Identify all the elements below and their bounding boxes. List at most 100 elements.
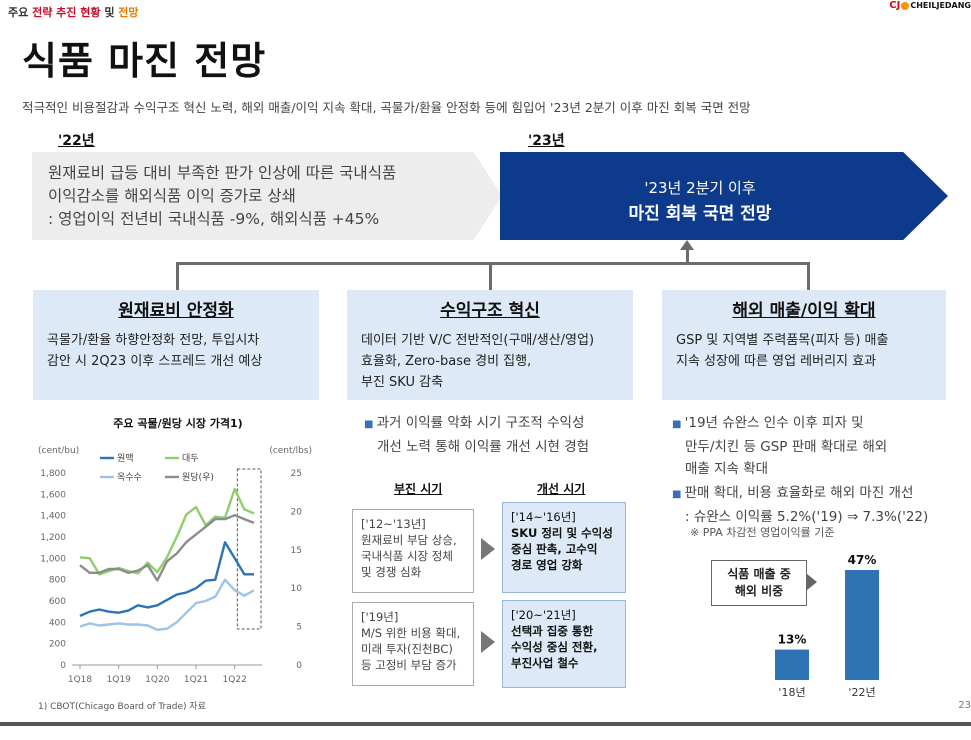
box-line: 부진사업 철수 — [511, 656, 579, 670]
box-line: 등 고정비 부담 증가 — [361, 658, 457, 672]
y-left-tick-label: 1,800 — [40, 469, 66, 479]
bullet-text: 과거 이익률 악화 시기 구조적 수익성 — [376, 415, 585, 431]
y-left-tick-label: 1,200 — [40, 533, 66, 543]
breadcrumb: 주요 전략 추진 현황 및 전망 — [8, 4, 139, 20]
y-left-tick-label: 0 — [60, 661, 66, 671]
panel-text: GSP 및 지역별 주력품목(피자 등) 매출 — [676, 333, 889, 348]
box-line: ['12~'13년] — [361, 517, 426, 531]
series-line — [79, 487, 255, 576]
bullet-square-icon: ■ — [672, 419, 685, 430]
callout-pointer-icon — [807, 574, 817, 590]
slump-period-box: ['19년] M/S 위한 비용 확대, 미래 투자(진천BC) 등 고정비 부… — [352, 602, 474, 686]
box-line: M/S 위한 비용 확대, — [361, 626, 461, 640]
box-line: 수익성 중심 전환, — [511, 640, 598, 654]
arrow-right-icon — [481, 538, 495, 560]
bar-category-label: '18년 — [778, 686, 805, 699]
y-right-tick-label: 20 — [291, 507, 303, 517]
summary-2022-line: 원재료비 급등 대비 부족한 판가 인상에 따른 국내식품 — [48, 164, 397, 182]
page-number: 23 — [958, 700, 971, 711]
bullet-text: : 슈완스 이익률 5.2%('19) ⇒ 7.3%('22) — [685, 509, 929, 525]
bullet-schwans: ■ '19년 슈완스 인수 이후 피자 및 만두/치킨 등 GSP 판매 확대로… — [672, 412, 887, 480]
box-line: ['14~'16년] — [511, 510, 576, 524]
breadcrumb-part: 전략 추진 현황 — [32, 6, 101, 19]
y-right-tick-label: 0 — [296, 661, 302, 671]
summary-2022-line: 이익감소를 해외식품 이익 증가로 상쇄 — [48, 187, 296, 205]
bullet-margin: ■ 판매 확대, 비용 효율화로 해외 마진 개선 : 슈완스 이익률 5.2%… — [672, 482, 928, 528]
company-logo: CJ CHEILJEDANG — [889, 0, 971, 11]
y-left-tick-label: 1,400 — [40, 512, 66, 522]
y-left-tick-label: 400 — [49, 618, 66, 628]
box-line: 원재료비 부담 상승, — [361, 533, 457, 547]
x-tick-label: 1Q19 — [107, 675, 132, 685]
callout-line: 해외 비중 — [734, 584, 784, 598]
x-tick-label: 1Q20 — [145, 675, 170, 685]
connector-up — [686, 248, 689, 264]
overseas-share-bar-chart: 13% '18년 47% '22년 — [775, 553, 879, 699]
connector-right — [807, 262, 810, 290]
breadcrumb-part: 주요 — [8, 6, 29, 19]
series-line — [79, 514, 255, 582]
panel-text: 데이터 기반 V/C 전반적인(구매/생산/영업) — [361, 333, 595, 348]
right-axis-unit: (cent/lbs) — [269, 446, 312, 456]
panel-raw-material: 원재료비 안정화 곡물가/환율 하향안정화 전망, 투입시차 감안 시 2Q23… — [33, 290, 319, 400]
y-right-tick-label: 5 — [296, 623, 302, 633]
bar-value-label: 13% — [778, 633, 807, 647]
box-line: 중심 판촉, 고수익 — [511, 542, 598, 556]
commodity-price-chart: 주요 곡물/원당 시장 가격1) (cent/bu) (cent/lbs) 0 20 0 4… — [38, 416, 312, 685]
chart-title: 주요 곡물/원당 시장 가격1) — [113, 416, 242, 430]
panel-text: 효율화, Zero-base 경비 집행, — [361, 354, 532, 369]
year-label-2022: '22년 — [58, 133, 95, 149]
y-left-tick-label: 800 — [49, 576, 66, 586]
page-subtitle: 적극적인 비용절감과 수익구조 혁신 노력, 해외 매출/이익 지속 확대, 곡… — [22, 100, 751, 115]
bar-category-label: '22년 — [848, 686, 875, 699]
box-line: 국내식품 시장 정체 — [361, 549, 453, 563]
note-ppa: ※ PPA 차감전 영업이익률 기준 — [690, 526, 835, 539]
panel-text: 곡물가/환율 하향안정화 전망, 투입시차 — [47, 333, 260, 348]
y-left-tick-label: 1,000 — [40, 554, 66, 564]
bullet-text: 만두/치킨 등 GSP 판매 확대로 해외 — [685, 439, 888, 455]
bar — [775, 649, 809, 680]
outlook-2023-line2: 마진 회복 국면 전망 — [628, 204, 772, 224]
y-left-tick-label: 1,600 — [40, 490, 66, 500]
panel-overseas: 해외 매출/이익 확대 GSP 및 지역별 주력품목(피자 등) 매출 지속 성… — [662, 290, 946, 400]
year-label-2023: '23년 — [528, 133, 565, 149]
improve-period-box: ['20~'21년] 선택과 집중 통한 수익성 중심 전환, 부진사업 철수 — [502, 600, 626, 688]
bullet-square-icon: ■ — [672, 489, 685, 500]
column-head-slump: 부진 시기 — [394, 482, 443, 496]
y-left-tick-label: 600 — [49, 597, 66, 607]
outlook-2023-line1: '23년 2분기 이후 — [644, 179, 756, 197]
connector-middle — [489, 262, 492, 290]
legend-label: 원당(우) — [182, 472, 214, 483]
bar — [845, 570, 879, 680]
callout-line: 식품 매출 중 — [727, 567, 791, 581]
x-tick-label: 1Q18 — [68, 675, 93, 685]
page-title: 식품 마진 전망 — [22, 39, 267, 83]
legend-label: 대두 — [182, 453, 199, 464]
connector-horizontal — [176, 262, 810, 265]
panel-title: 해외 매출/이익 확대 — [732, 301, 876, 321]
y-right-tick-label: 10 — [291, 584, 303, 594]
panel-text: 감안 시 2Q23 이후 스프레드 개선 예상 — [47, 354, 263, 369]
box-line: 선택과 집중 통한 — [511, 624, 594, 638]
box-line: 및 경쟁 심화 — [361, 565, 422, 579]
logo-mark: CJ — [889, 0, 901, 11]
x-tick-label: 1Q21 — [184, 675, 208, 685]
footnote: 1) CBOT(Chicago Board of Trade) 자료 — [38, 702, 206, 712]
panel-text: 지속 성장에 따른 영업 레버리지 효과 — [676, 354, 877, 369]
overseas-share-callout: 식품 매출 중 해외 비중 — [711, 560, 807, 606]
series-line — [79, 541, 254, 618]
box-line: SKU 정리 및 수익성 — [511, 526, 613, 540]
connector-left — [176, 262, 179, 290]
x-tick-label: 1Q22 — [223, 675, 247, 685]
left-axis-unit: (cent/bu) — [38, 446, 79, 456]
box-line: ['19년] — [361, 610, 399, 624]
arrow-right-icon — [481, 631, 495, 653]
summary-2022-line: : 영업이익 전년비 국내식품 -9%, 해외식품 +45% — [48, 210, 380, 228]
box-line: 경로 영업 강화 — [511, 558, 583, 572]
bullet-text: 매출 지속 확대 — [685, 461, 769, 477]
y-right-tick-label: 25 — [291, 469, 302, 479]
legend-label: 옥수수 — [117, 472, 142, 483]
legend-label: 원맥 — [117, 453, 134, 464]
box-line: 미래 투자(진천BC) — [361, 642, 453, 656]
bottom-bar — [0, 722, 971, 726]
